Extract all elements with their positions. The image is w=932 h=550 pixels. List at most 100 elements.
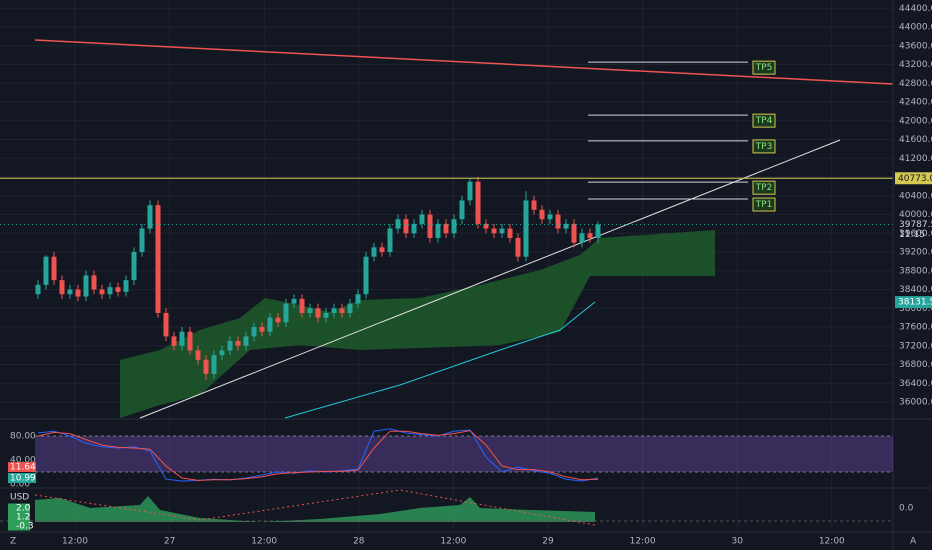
candle-body [115, 287, 121, 292]
lower-tag [8, 521, 30, 531]
unit-label: USD [10, 493, 29, 503]
candle-body [267, 317, 273, 332]
lower-label: 2.0 [16, 504, 31, 514]
candle-body [187, 331, 193, 351]
candle-body [411, 223, 417, 234]
y-tick-label: 42000.0 [899, 116, 932, 126]
candle-body [259, 327, 265, 332]
y-tick-label: 37200.0 [899, 341, 932, 351]
corner-label: Z [10, 537, 16, 547]
osc-last-label: 11.64 [10, 463, 36, 473]
target-box [752, 139, 776, 154]
candle-body [219, 350, 225, 356]
x-tick-label: 12:00 [62, 537, 88, 547]
candle-body [195, 350, 201, 360]
candle-body [419, 214, 425, 224]
target-box [752, 113, 776, 128]
candle-body [363, 256, 369, 295]
x-tick-label: 28 [353, 537, 365, 547]
y-tick-label: 41200.0 [899, 154, 932, 164]
target-box [752, 197, 776, 212]
y-tick-label: 38400.0 [899, 285, 932, 295]
candle-body [67, 289, 73, 295]
y-tick-label: 44400.0 [899, 4, 932, 14]
candle-body [203, 359, 209, 374]
x-tick-label: 12:00 [630, 537, 656, 547]
candle-body [483, 223, 489, 229]
y-tick-label: 43200.0 [899, 60, 932, 70]
candle-body [131, 252, 137, 281]
candle-body [403, 219, 409, 234]
candle-body [179, 331, 185, 346]
countdown-label: 11:15 [899, 230, 925, 240]
candle-body [171, 336, 177, 346]
target-box [752, 60, 776, 75]
candle-body [251, 327, 257, 337]
candle-body [51, 256, 57, 281]
candle-body [331, 308, 337, 313]
candle-body [451, 219, 457, 234]
candle-body [339, 308, 345, 313]
candle-body [283, 303, 289, 323]
candle-body [315, 308, 321, 318]
candle-body [43, 256, 49, 285]
lower-label: -0.3 [16, 522, 34, 532]
candle-body [123, 280, 129, 292]
candle-body [275, 317, 281, 323]
candle-body [443, 223, 449, 234]
candle-body [523, 200, 529, 257]
lower-tag [8, 503, 30, 513]
y-tick-label: 38800.0 [899, 266, 932, 276]
y-tick-label: 38000.0 [899, 304, 932, 314]
y-tick-label: 39200.0 [899, 248, 932, 258]
y-tick-label: 44000.0 [899, 23, 932, 33]
y-tick-label: 40400.0 [899, 191, 932, 201]
candle-body [387, 228, 393, 253]
baseline-tag [895, 296, 932, 309]
candle-body [323, 312, 329, 318]
candle-body [459, 200, 465, 220]
y-tick-label: 41600.0 [899, 135, 932, 145]
trend-line-red [34, 39, 894, 85]
candle-body [531, 200, 537, 210]
candle-body [347, 303, 353, 313]
lower-tag [8, 512, 30, 522]
y-tick-label: 40000.0 [899, 210, 932, 220]
y-tick-label: 39600.0 [899, 229, 932, 239]
candle-body [91, 275, 97, 290]
y-tick-label: 42800.0 [899, 79, 932, 89]
target-label: TP2 [755, 183, 773, 193]
candle-body [379, 247, 385, 253]
osc-tag [8, 462, 36, 472]
candle-body [499, 228, 505, 234]
band [35, 436, 893, 472]
candle-body [475, 181, 481, 224]
level-tag [895, 172, 932, 185]
candle-body [371, 247, 377, 257]
candle-body [595, 224, 601, 238]
candle-body [427, 214, 433, 238]
candle-body [235, 341, 241, 346]
time-axis: 12:00 27 12:00 28 12:00 29 12:00 30 12:00 Z A [10, 537, 917, 547]
cloud [120, 230, 715, 418]
osc-tick-label: 80.00 [10, 432, 36, 442]
candle-body [99, 289, 105, 295]
candle-body [211, 355, 217, 374]
last-price-label: 39787.5 [899, 220, 932, 230]
x-tick-label: 27 [164, 537, 175, 547]
candle-body [147, 205, 153, 229]
candle-body [59, 280, 65, 295]
trend-line-white [139, 139, 841, 419]
target-label: TP5 [755, 63, 773, 73]
candle-body [467, 181, 473, 201]
y-tick-label: 42400.0 [899, 98, 932, 108]
candle-body [395, 219, 401, 229]
osc-last-label: 10.99 [10, 474, 36, 484]
lower-right-label: 0.0 [899, 504, 914, 514]
x-tick-label: 12:00 [251, 537, 277, 547]
lower-label: 1.2 [16, 513, 30, 523]
